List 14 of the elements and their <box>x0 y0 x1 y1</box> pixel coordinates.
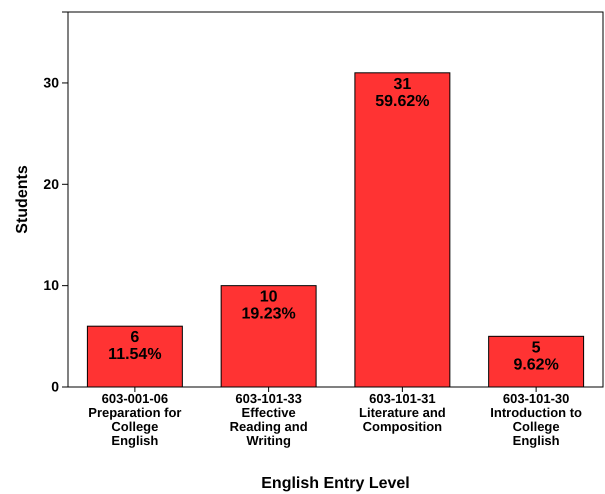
data-label: 31 59.62% <box>375 76 430 110</box>
y-tick-label: 10 <box>43 277 60 294</box>
x-tick-label: 603-101-33 Effective Reading and Writing <box>230 391 308 448</box>
y-tick-label: 30 <box>43 74 60 90</box>
x-tick-label: 603-001-06 Preparation for College English <box>88 391 182 448</box>
data-label: 5 9.62% <box>513 339 559 374</box>
data-label: 10 19.23% <box>241 288 296 323</box>
x-axis-title: English Entry Level <box>261 475 410 492</box>
x-tick-label: 603-101-31 Literature and Composition <box>359 391 446 434</box>
x-tick-label: 603-101-30 Introduction to College English <box>490 391 582 448</box>
data-label: 6 11.54% <box>108 329 162 364</box>
y-tick-label: 0 <box>51 378 60 394</box>
y-tick-label: 20 <box>43 176 60 192</box>
y-axis-title: Students <box>14 165 31 234</box>
